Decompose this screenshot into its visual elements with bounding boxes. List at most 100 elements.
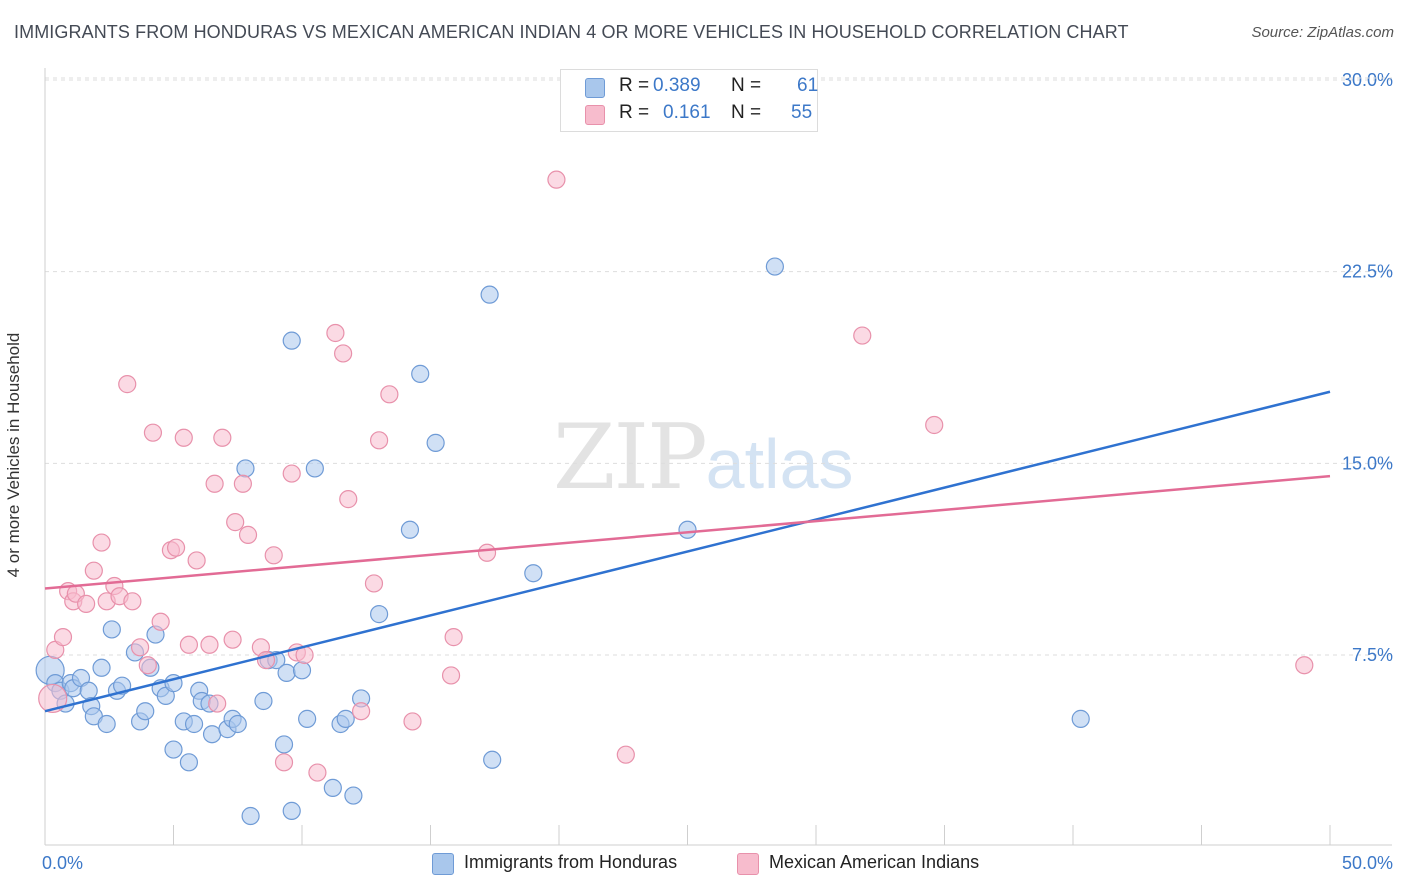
- data-point-honduras: [298, 709, 317, 728]
- data-point-mexican-american-indian: [223, 630, 242, 649]
- data-point-mexican-american-indian: [308, 763, 327, 782]
- data-point-honduras: [228, 714, 247, 734]
- data-point-mexican-american-indian: [138, 656, 157, 675]
- data-point-mexican-american-indian: [339, 490, 358, 509]
- data-point-honduras: [1071, 709, 1090, 728]
- data-point-honduras: [202, 725, 222, 744]
- data-point-honduras: [305, 459, 324, 478]
- legend-swatch-blue: [585, 78, 605, 98]
- trend-line-mexican-american-indian: [44, 474, 1331, 590]
- data-point-mexican-american-indian: [441, 666, 461, 685]
- legend-swatch-pink: [737, 853, 759, 875]
- data-point-mexican-american-indian: [166, 538, 186, 557]
- data-point-mexican-american-indian: [274, 753, 294, 772]
- data-point-mexican-american-indian: [380, 385, 399, 404]
- legend-n-value: 61: [797, 75, 819, 96]
- data-point-honduras: [323, 778, 342, 797]
- data-point-mexican-american-indian: [282, 464, 301, 483]
- data-point-mexican-american-indian: [1295, 656, 1314, 675]
- data-point-honduras: [282, 801, 301, 820]
- data-point-mexican-american-indian: [205, 474, 224, 493]
- source-credit: Source: ZipAtlas.com: [1251, 24, 1394, 41]
- data-point-honduras: [370, 605, 389, 624]
- x-tick-label: 0.0%: [42, 853, 83, 873]
- data-point-mexican-american-indian: [364, 574, 384, 593]
- legend-n-label: N =: [731, 102, 762, 123]
- data-point-honduras: [97, 714, 116, 734]
- data-point-honduras: [277, 663, 296, 682]
- data-point-honduras: [678, 520, 697, 539]
- legend-n-value: 55: [791, 102, 813, 123]
- data-point-mexican-american-indian: [334, 344, 353, 363]
- data-point-mexican-american-indian: [179, 635, 199, 654]
- legend-r-label: R =: [619, 75, 650, 96]
- correlation-legend: R = 0.389 N = 61 R = 0.161 N = 55: [560, 69, 818, 132]
- data-point-mexican-american-indian: [326, 323, 345, 343]
- data-point-mexican-american-indian: [187, 551, 206, 570]
- data-point-mexican-american-indian: [853, 326, 872, 345]
- data-point-honduras: [179, 753, 199, 772]
- data-point-honduras: [102, 620, 121, 639]
- data-point-honduras: [426, 433, 445, 452]
- y-tick-label: 22.5%: [1342, 262, 1393, 282]
- legend-r-value: 0.389: [653, 75, 701, 96]
- data-point-mexican-american-indian: [200, 635, 219, 654]
- data-point-honduras: [524, 564, 543, 583]
- legend-r-label: R =: [619, 102, 650, 123]
- data-point-mexican-american-indian: [151, 612, 170, 631]
- data-point-mexican-american-indian: [547, 170, 566, 189]
- data-point-honduras: [274, 735, 294, 754]
- watermark-atlas: atlas: [705, 425, 854, 503]
- data-point-mexican-american-indian: [925, 415, 944, 435]
- data-point-mexican-american-indian: [238, 525, 258, 544]
- data-point-mexican-american-indian: [130, 638, 150, 657]
- data-point-honduras: [400, 520, 420, 539]
- legend-label-honduras: Immigrants from Honduras: [464, 852, 678, 872]
- data-point-honduras: [765, 257, 784, 276]
- data-point-honduras: [164, 740, 183, 759]
- data-point-honduras: [411, 364, 430, 383]
- data-point-mexican-american-indian: [92, 533, 111, 552]
- y-tick-label: 30.0%: [1342, 70, 1393, 90]
- data-point-mexican-american-indian: [208, 694, 227, 713]
- legend-swatch-pink: [585, 105, 605, 125]
- data-point-mexican-american-indian: [403, 712, 422, 731]
- legend-label-mexican-american-indians: Mexican American Indians: [769, 852, 980, 872]
- data-point-mexican-american-indian: [53, 628, 73, 647]
- data-point-mexican-american-indian: [444, 628, 463, 647]
- data-point-mexican-american-indian: [174, 428, 193, 447]
- data-point-honduras: [236, 459, 255, 478]
- legend-r-value: 0.161: [663, 102, 711, 123]
- data-point-mexican-american-indian: [352, 702, 371, 721]
- y-tick-label: 7.5%: [1352, 645, 1393, 665]
- data-point-mexican-american-indian: [143, 423, 163, 442]
- data-point-honduras: [292, 661, 312, 680]
- data-point-mexican-american-indian: [370, 431, 389, 450]
- data-point-honduras: [184, 714, 204, 734]
- trend-line-honduras: [44, 390, 1331, 713]
- data-point-honduras: [79, 681, 98, 700]
- data-point-mexican-american-indian: [123, 592, 142, 611]
- data-point-mexican-american-indian: [38, 683, 68, 714]
- chart-title: IMMIGRANTS FROM HONDURAS VS MEXICAN AMER…: [14, 22, 1129, 42]
- data-point-mexican-american-indian: [264, 546, 283, 565]
- legend-swatch-blue: [432, 853, 454, 875]
- data-point-mexican-american-indian: [616, 745, 635, 764]
- data-point-honduras: [282, 331, 301, 350]
- data-point-mexican-american-indian: [84, 561, 103, 580]
- watermark: ZIPatlas: [553, 405, 854, 510]
- data-point-honduras: [92, 658, 111, 677]
- data-point-mexican-american-indian: [118, 375, 137, 394]
- x-tick-label: 50.0%: [1342, 853, 1393, 873]
- data-point-honduras: [241, 806, 260, 826]
- data-point-honduras: [483, 750, 502, 769]
- data-point-mexican-american-indian: [77, 594, 96, 613]
- data-point-honduras: [480, 285, 499, 304]
- data-point-mexican-american-indian: [233, 474, 252, 493]
- data-point-honduras: [136, 702, 155, 721]
- y-tick-label: 15.0%: [1342, 453, 1393, 473]
- watermark-zip: ZIP: [553, 405, 708, 510]
- legend-n-label: N =: [731, 75, 762, 96]
- data-point-mexican-american-indian: [213, 428, 232, 447]
